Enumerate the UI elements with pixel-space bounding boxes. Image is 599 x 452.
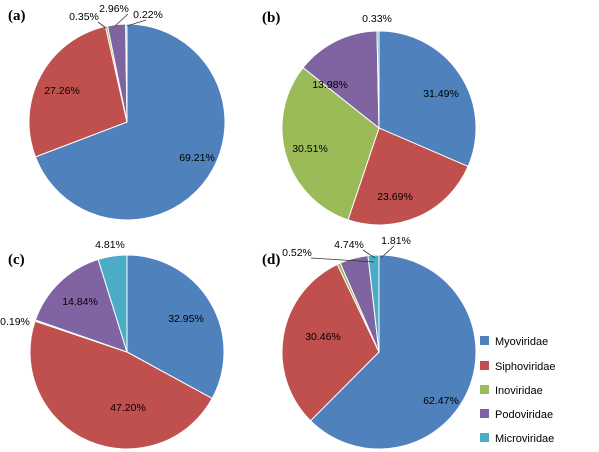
legend-swatch-siphoviridae (480, 361, 489, 370)
data-label-c-myoviridae: 32.95% (168, 313, 204, 325)
data-label-c-inoviridae: 0.19% (0, 316, 30, 328)
data-label-c-siphoviridae: 47.20% (110, 402, 146, 414)
legend-label-podoviridae: Podoviridae (495, 409, 553, 421)
pie-panel-b: 31.49% 23.69% 30.51% 13.98% 0.33% (b) (262, 10, 477, 226)
pie-slice-a-microviridae (125, 23, 128, 123)
pie-slice-b-siphoviridae (347, 127, 469, 226)
pie-panel-a: 69.21% 27.26% 0.35%2.96% 0.22% (a) (8, 3, 226, 221)
pie-panel-d: 62.47% 30.46% 0.52% 4.74% 1.81% (d) (262, 235, 477, 450)
data-label-b-podoviridae: 13.98% (312, 79, 348, 91)
pie-slice-b-myoviridae (378, 30, 477, 168)
panel-label-b: (b) (262, 10, 280, 26)
leader-line-d-podoviridae (362, 249, 376, 259)
data-label-a-siphoviridae: 27.26% (44, 85, 80, 97)
pie-slice-b-podoviridae (302, 30, 380, 130)
data-label-d-inoviridae: 0.52% (282, 247, 312, 259)
leader-line-d-inoviridae (310, 257, 375, 263)
pie-slice-d-microviridae (367, 254, 380, 353)
legend: Myoviridae Siphoviridae Inoviridae Podov… (480, 336, 556, 445)
legend-label-siphoviridae: Siphoviridae (495, 361, 556, 373)
data-label-c-podoviridae: 14.84% (62, 296, 98, 308)
data-label-d-podoviridae: 4.74% (334, 239, 364, 251)
leader-line-a-inoviridae (97, 21, 107, 29)
legend-swatch-inoviridae (480, 385, 489, 394)
panel-label-c: (c) (8, 252, 25, 268)
data-label-a-microviridae: 0.22% (133, 9, 163, 21)
data-label-b-myoviridae: 31.49% (423, 88, 459, 100)
pie-panel-c: 32.95% 47.20% 0.19% 14.84% 4.81% (c) (0, 239, 225, 450)
data-label-d-microviridae: 1.81% (381, 235, 411, 247)
data-label-a-inoviridae: 0.35% (69, 11, 99, 23)
pie-slice-d-myoviridae (309, 254, 477, 450)
data-label-b-siphoviridae: 23.69% (377, 191, 413, 203)
legend-swatch-podoviridae (480, 409, 489, 418)
data-label-a-podoviridae: 2.96% (99, 3, 129, 15)
pie-slice-a-myoviridae (34, 23, 226, 221)
data-label-c-microviridae: 4.81% (95, 239, 125, 251)
legend-swatch-microviridae (480, 433, 489, 442)
pie-slice-c-microviridae (97, 254, 128, 353)
legend-label-microviridae: Microviridae (495, 433, 554, 445)
leader-line-a-podoviridae (114, 13, 129, 27)
leader-line-d-microviridae (380, 245, 395, 259)
panel-label-a: (a) (8, 8, 26, 24)
pie-slice-d-siphoviridae (281, 263, 380, 422)
data-label-d-siphoviridae: 30.46% (305, 331, 341, 343)
pie-slice-c-myoviridae (126, 254, 225, 400)
pie-slice-c-siphoviridae (29, 320, 213, 450)
data-label-a-myoviridae: 69.21% (179, 152, 215, 164)
data-label-b-inoviridae: 30.51% (292, 143, 328, 155)
pie-slice-c-podoviridae (34, 258, 128, 353)
leader-line-a-microviridae (126, 19, 147, 27)
legend-label-myoviridae: Myoviridae (495, 336, 548, 348)
data-label-b-microviridae: 0.33% (362, 13, 392, 25)
pie-slice-b-microviridae (376, 30, 380, 129)
legend-swatch-myoviridae (480, 336, 489, 345)
pie-slice-a-siphoviridae (28, 25, 128, 158)
panel-label-d: (d) (262, 252, 280, 268)
pie-slice-b-inoviridae (281, 66, 380, 221)
data-label-d-myoviridae: 62.47% (423, 395, 459, 407)
legend-label-inoviridae: Inoviridae (495, 385, 543, 397)
